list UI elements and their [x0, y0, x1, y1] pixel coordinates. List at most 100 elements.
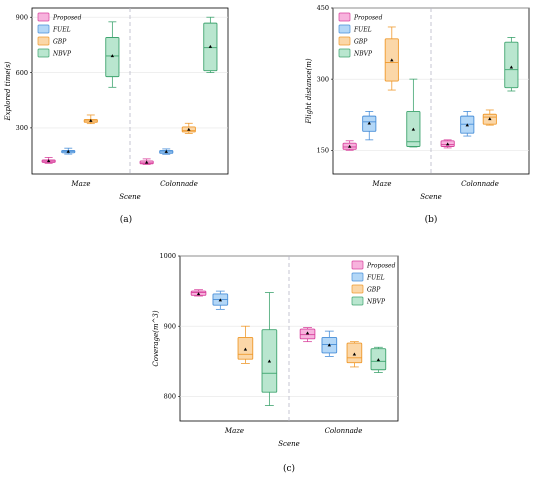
mean-marker — [144, 160, 149, 164]
box-nbvp-colonnade — [203, 16, 218, 73]
x-tick-label: Maze — [70, 180, 90, 188]
box-nbvp-colonnade — [370, 346, 387, 373]
legend-swatch-gbp — [37, 36, 50, 46]
box-gbp-colonnade — [482, 109, 497, 126]
y-axis-title: Coverage(m^3) — [152, 310, 160, 366]
legend-label-fuel: FUEL — [52, 27, 71, 34]
box-fuel-maze — [212, 290, 229, 310]
legend-label-nbvp: NBVP — [52, 51, 72, 58]
mean-marker — [488, 117, 492, 121]
y-tick-label: 300 — [317, 75, 329, 83]
box-gbp-colonnade — [346, 341, 363, 368]
x-axis-title: Scene — [119, 193, 141, 201]
box-fuel-maze — [362, 110, 377, 141]
box-gbp-maze — [237, 325, 254, 364]
mean-marker — [267, 359, 272, 363]
legend-swatch-fuel — [338, 24, 351, 34]
mean-marker — [347, 144, 352, 148]
box-proposed-colonnade — [139, 158, 154, 165]
mean-marker — [509, 65, 514, 69]
legend-swatch-nbvp — [351, 296, 364, 306]
mean-marker — [218, 298, 223, 302]
mean-marker — [376, 358, 381, 362]
legend-label-fuel: FUEL — [366, 275, 385, 282]
legend: Proposed FUEL GBP NBVP — [37, 12, 82, 58]
box-gbp-colonnade — [181, 122, 196, 134]
mean-marker — [390, 58, 394, 62]
panel-label: (a) — [120, 214, 132, 225]
box-iqr — [504, 41, 519, 89]
legend-label-proposed: Proposed — [52, 15, 82, 22]
y-tick-label: 150 — [317, 146, 329, 154]
legend-swatch-fuel — [37, 24, 50, 34]
legend-label-gbp: GBP — [53, 39, 67, 46]
legend-swatch-fuel — [351, 272, 364, 282]
x-tick-label: Colonnade — [325, 427, 363, 435]
legend: Proposed FUEL GBP NBVP — [351, 260, 396, 306]
legend-swatch-proposed — [37, 12, 50, 22]
box-fuel-maze — [61, 147, 76, 155]
mean-marker — [46, 159, 51, 163]
x-axis-title: Scene — [420, 193, 442, 201]
legend: Proposed FUEL GBP NBVP — [338, 12, 383, 58]
legend-swatch-proposed — [338, 12, 351, 22]
box-proposed-colonnade — [440, 139, 455, 149]
legend-swatch-gbp — [351, 284, 364, 294]
box-nbvp-maze — [406, 78, 421, 148]
mean-marker — [305, 331, 310, 335]
y-axis-title: Explored time(s) — [4, 61, 12, 121]
mean-marker — [196, 292, 201, 296]
mean-marker — [367, 121, 371, 125]
box-fuel-colonnade — [321, 330, 338, 357]
y-tick-label: 300 — [16, 124, 28, 132]
plot-area — [179, 255, 399, 422]
box-proposed-colonnade — [299, 327, 316, 343]
legend-label-fuel: FUEL — [353, 27, 372, 34]
box-nbvp-maze — [105, 21, 120, 88]
y-tick-label: 600 — [16, 69, 28, 77]
x-axis-title: Scene — [278, 440, 300, 448]
mean-marker — [187, 127, 191, 131]
plot-area — [332, 7, 530, 175]
x-tick-label: Maze — [224, 427, 244, 435]
x-tick-label: Colonnade — [461, 180, 499, 188]
chart-panel-2: 150 300 450 Maze Colonnade Scene Flight distan… — [305, 4, 530, 225]
box-gbp-maze — [384, 26, 399, 91]
box-fuel-colonnade — [460, 110, 475, 137]
legend-swatch-gbp — [338, 36, 351, 46]
mean-marker — [164, 149, 168, 153]
box-proposed-maze — [190, 289, 207, 297]
legend-label-nbvp: NBVP — [353, 51, 373, 58]
mean-marker — [66, 149, 70, 153]
chart-panel-1: 300 600 900 Maze Colonnade Scene Explored time… — [4, 7, 229, 225]
mean-marker — [445, 142, 450, 146]
mean-marker — [327, 343, 332, 347]
panel-label: (b) — [425, 214, 438, 225]
y-tick-label: 900 — [164, 322, 176, 330]
mean-marker — [243, 347, 248, 351]
box-nbvp-colonnade — [504, 37, 519, 92]
box-gbp-maze — [83, 114, 98, 125]
x-tick-label: Colonnade — [160, 180, 198, 188]
legend-swatch-proposed — [351, 260, 364, 270]
mean-marker — [89, 118, 93, 122]
x-tick-label: Maze — [371, 180, 391, 188]
y-tick-label: 900 — [16, 13, 28, 21]
box-nbvp-maze — [261, 292, 278, 406]
y-tick-label: 450 — [317, 4, 329, 12]
legend-label-proposed: Proposed — [366, 263, 396, 270]
legend-swatch-nbvp — [37, 48, 50, 58]
legend-label-proposed: Proposed — [353, 15, 383, 22]
y-tick-label: 1000 — [159, 252, 176, 260]
mean-marker — [110, 54, 115, 58]
legend-label-gbp: GBP — [354, 39, 368, 46]
box-proposed-maze — [41, 156, 56, 164]
y-axis-title: Flight distance(m) — [305, 58, 313, 125]
mean-marker — [208, 44, 213, 48]
chart-panel-3: 800 900 1000 Maze Colonnade Scene Coverage(m^3… — [152, 252, 399, 474]
panel-label: (c) — [283, 463, 295, 474]
mean-marker — [352, 352, 357, 356]
y-tick-label: 800 — [164, 393, 176, 401]
legend-label-nbvp: NBVP — [366, 299, 386, 306]
